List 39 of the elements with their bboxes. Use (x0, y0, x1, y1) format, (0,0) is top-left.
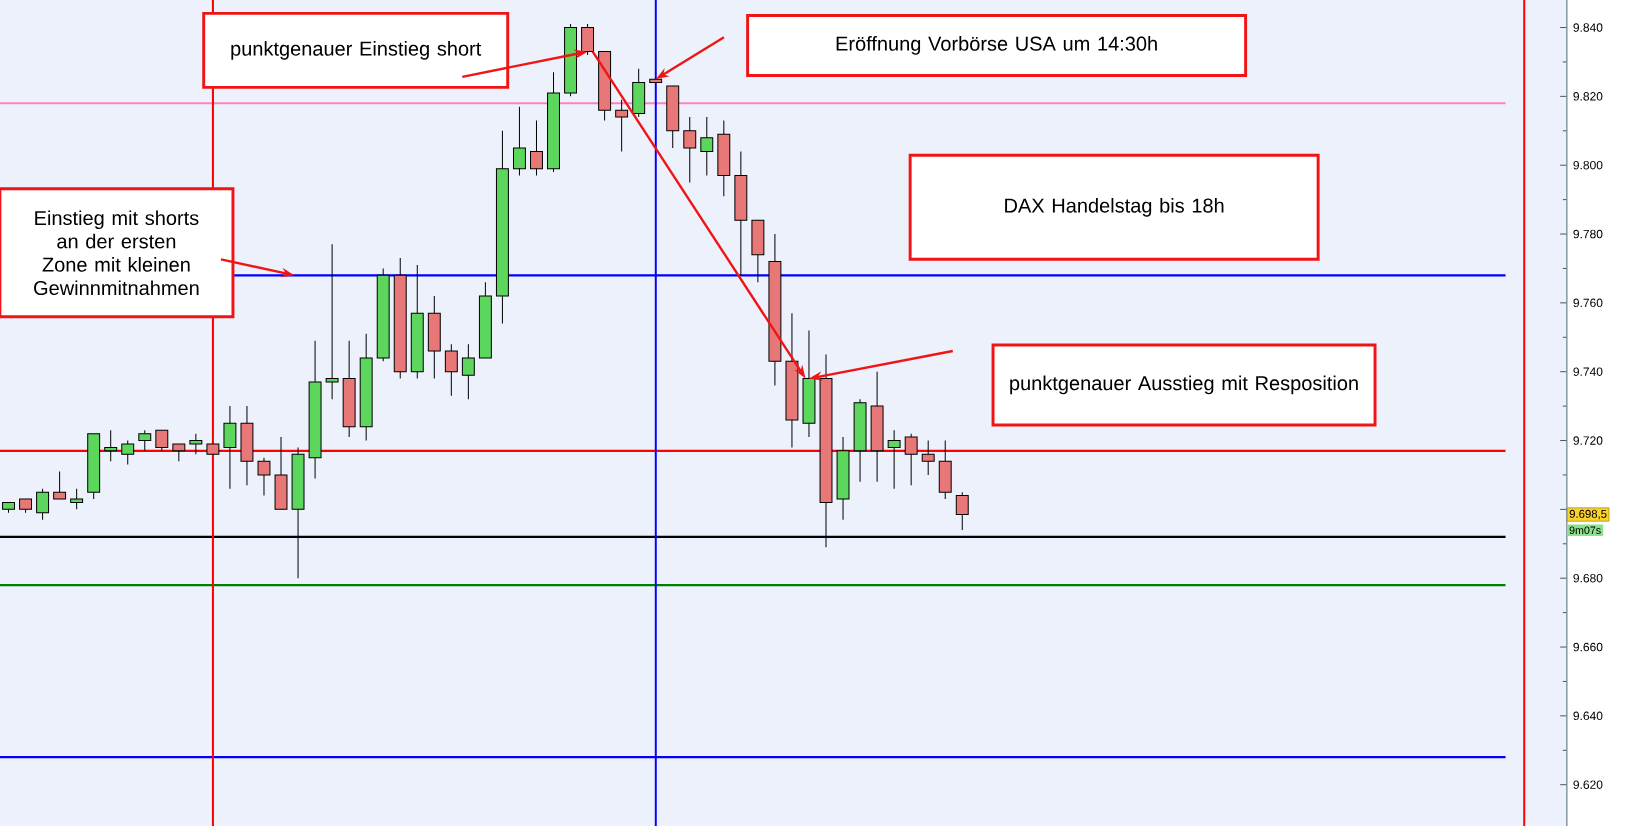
annotation: DAX Handelstag bis 18h (1005, 198, 1224, 217)
candlestick (887, 429, 901, 490)
candlestick (904, 433, 918, 486)
y-tick-label: 9.640 (1573, 711, 1603, 721)
y-tick-label: 9.780 (1573, 229, 1603, 239)
y-tick-label: 9.740 (1573, 367, 1603, 376)
annotation: Eröffnung Vorbörse USA um 14:30h (836, 36, 1157, 55)
annotation: Einstieg mit shorts an der ersten Zone mit kleinen Gewinnmitnahmen (34, 210, 199, 296)
candlestick (683, 116, 697, 183)
y-tick-label: 9.820 (1573, 92, 1603, 101)
annotation: punktgenauer Einstieg short (231, 41, 482, 60)
annotation: punktgenauer Ausstieg mit Resposition (1010, 375, 1358, 395)
candlestick (700, 116, 714, 177)
y-tick-label: 9.840 (1573, 23, 1603, 32)
y-tick-label: 9.800 (1573, 160, 1603, 170)
y-tick-label: 9.620 (1573, 780, 1603, 789)
candlestick (444, 343, 458, 397)
candlestick (921, 440, 935, 476)
candlestick (512, 106, 526, 177)
candlestick (138, 429, 152, 452)
candlestick (325, 243, 339, 400)
y-tick-label: 9.720 (1573, 436, 1603, 445)
candlestick (189, 433, 203, 455)
candlestick (615, 99, 629, 152)
candlestick (955, 491, 969, 531)
y-tick-label: 9.680 (1573, 573, 1603, 583)
candlestick (121, 440, 135, 466)
candlestick (155, 429, 169, 452)
text: 9m07s (1569, 526, 1601, 535)
candlestick (461, 343, 475, 400)
candlestick (257, 457, 271, 497)
candlestick (53, 471, 67, 500)
candlestick (104, 429, 118, 462)
y-tick-label: 9.760 (1573, 298, 1603, 308)
annotation: 9.698,5 (1569, 509, 1607, 520)
y-tick-label: 9.660 (1573, 642, 1603, 652)
candlestick (36, 488, 50, 521)
candlestick (530, 119, 543, 177)
candlestick (70, 488, 84, 510)
